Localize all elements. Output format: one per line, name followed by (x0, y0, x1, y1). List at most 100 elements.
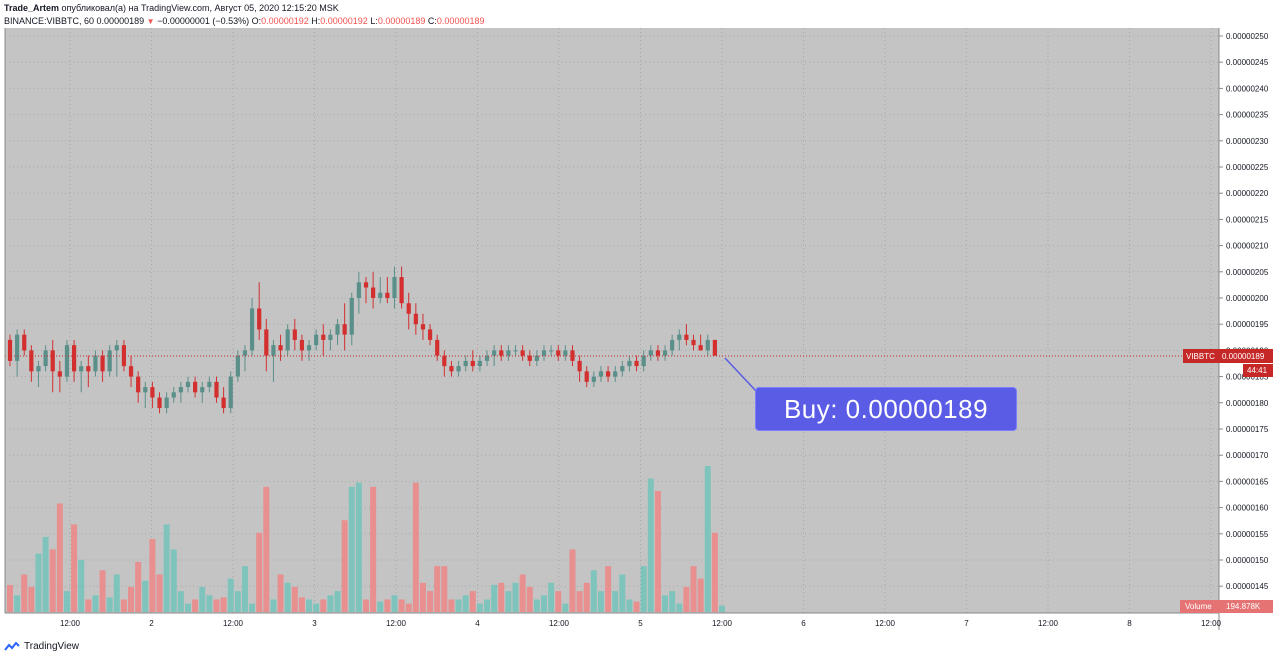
close-value: 0.00000189 (436, 16, 485, 26)
volume-bar (120, 599, 127, 612)
candle-body (185, 381, 191, 388)
time-tick-label: 12:00 (223, 619, 244, 628)
candle-body (662, 350, 668, 356)
volume-bar (562, 603, 569, 612)
candle-body (634, 360, 639, 367)
candle-body (214, 381, 219, 398)
volume-bar (676, 603, 683, 612)
price-tick-label: 0.00000195 (1226, 320, 1269, 329)
price-tick-label: 0.00000160 (1226, 504, 1269, 513)
candle-body (477, 360, 483, 367)
candle-body (257, 308, 262, 330)
candle-body (171, 392, 176, 398)
candle-body (29, 350, 34, 372)
time-tick-label: 12:00 (875, 619, 896, 628)
volume-bar (277, 574, 284, 612)
candle-body (64, 345, 70, 377)
candle-body (22, 334, 27, 351)
candle-body (613, 371, 618, 377)
volume-bar (7, 584, 13, 612)
volume-bar (590, 570, 597, 612)
volume-bar (291, 586, 298, 612)
close-label: C: (427, 16, 437, 26)
volume-bar (71, 524, 78, 612)
candle-body (513, 350, 518, 352)
candle-body (321, 334, 326, 340)
volume-bar (177, 591, 184, 612)
candle-body (442, 355, 447, 367)
volume-bar (106, 597, 113, 612)
buy-callout: Buy: 0.00000189 (755, 387, 1017, 431)
candle-body (164, 397, 169, 409)
volume-bar (213, 599, 220, 612)
footer-brand[interactable]: TradingView (24, 641, 80, 652)
candle-body (299, 339, 305, 351)
price-tick-label: 0.00000185 (1226, 373, 1269, 382)
callout-pointer (724, 357, 758, 393)
candle-body (627, 360, 632, 367)
candle-body (449, 366, 454, 372)
candle-body (577, 360, 582, 372)
candle-body (470, 360, 475, 367)
price-tick-label: 0.00000245 (1226, 58, 1269, 67)
candle-body (705, 339, 710, 351)
candle-body (670, 339, 675, 351)
candle-body (598, 371, 604, 377)
volume-bar (711, 532, 718, 612)
price-tick-label: 0.00000155 (1226, 530, 1269, 539)
volume-bar (92, 595, 99, 612)
candle-body (385, 292, 390, 298)
candle-body (193, 381, 198, 393)
price-tick-label: 0.00000200 (1226, 294, 1269, 303)
volume-bar (206, 595, 213, 612)
volume-tag-value: 194.878K (1226, 602, 1261, 611)
volume-bar (370, 486, 377, 612)
price-tick-label: 0.00000250 (1226, 32, 1269, 41)
candle-body (86, 366, 91, 372)
candle-body (406, 303, 411, 314)
symbol-interval[interactable]: BINANCE:VIBBTC, 60 (4, 16, 95, 26)
chart-header: Trade_Artem опубликовал(а) на TradingVie… (4, 2, 484, 28)
time-tick-label: 5 (638, 619, 643, 628)
volume-bar (704, 466, 711, 612)
volume-bar (505, 591, 512, 612)
candle-body (157, 397, 162, 409)
volume-bar (412, 482, 419, 612)
volume-bar (405, 603, 412, 612)
volume-tag-bg (1180, 600, 1273, 613)
candle-body (698, 345, 703, 351)
candle-body (249, 308, 255, 351)
volume-bar (491, 584, 498, 612)
countdown-tag-value: 44:41 (1247, 366, 1268, 375)
volume-bar (313, 603, 320, 612)
price-tick-label: 0.00000150 (1226, 556, 1269, 565)
volume-bar (21, 574, 28, 612)
candle-body (584, 371, 589, 382)
volume-bar (519, 574, 526, 612)
candle-body (712, 339, 717, 356)
volume-bar (35, 553, 42, 612)
candle-body (107, 350, 112, 372)
volume-bar (654, 491, 661, 612)
candle-body (371, 287, 376, 298)
price-tag-bg (1183, 349, 1273, 363)
candle-body (484, 355, 490, 361)
volume-bar (42, 536, 49, 612)
volume-bar (398, 599, 405, 612)
volume-bar (476, 603, 483, 612)
candle-body (36, 366, 41, 372)
candle-body (278, 345, 283, 351)
author-name[interactable]: Trade_Artem (4, 3, 60, 13)
volume-bar (241, 566, 248, 612)
volume-bar (234, 591, 241, 612)
low-value: 0.00000189 (377, 16, 426, 26)
volume-bar (78, 559, 85, 612)
volume-bar (697, 578, 704, 612)
volume-bar (512, 582, 519, 612)
candle-body (200, 387, 205, 393)
time-tick-label: 12:00 (549, 619, 570, 628)
volume-bar (306, 599, 313, 612)
price-tick-label: 0.00000180 (1226, 399, 1269, 408)
volume-bar (249, 603, 256, 612)
